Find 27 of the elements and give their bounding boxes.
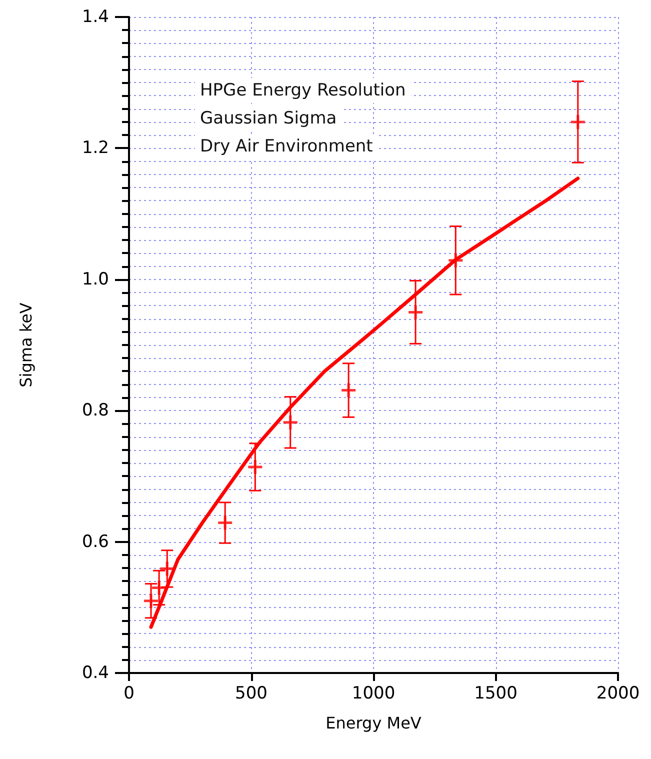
annotation: HPGe Energy Resolution: [200, 80, 406, 100]
y-tick-label: 1.4: [82, 7, 109, 27]
point: [152, 580, 166, 595]
point: [248, 460, 262, 474]
y-tick-label: 1.2: [82, 138, 109, 158]
x-tick-label: 1000: [352, 684, 396, 704]
point: [144, 594, 158, 608]
y-tick-label: 0.4: [82, 663, 109, 683]
x-axis-title: Energy MeV: [326, 714, 422, 732]
point: [448, 253, 463, 268]
point: [342, 383, 356, 398]
x-tick-label: 500: [235, 684, 268, 704]
y-tick-label: 1.0: [82, 269, 109, 290]
annotation: Dry Air Environment: [200, 136, 374, 156]
y-tick-label: 0.8: [82, 400, 109, 421]
point: [570, 114, 585, 129]
y-axis-title: Sigma keV: [16, 302, 36, 388]
y-tick-label: 0.6: [82, 532, 109, 552]
x-tick-label: 2000: [596, 684, 640, 704]
x-tick-label: 0: [124, 684, 134, 704]
line-series: [149, 176, 580, 629]
annotation: Gaussian Sigma: [200, 108, 337, 128]
point: [408, 305, 423, 320]
point: [283, 415, 298, 430]
x-tick-label: 1500: [474, 684, 518, 704]
point: [218, 516, 232, 530]
point: [160, 562, 174, 576]
